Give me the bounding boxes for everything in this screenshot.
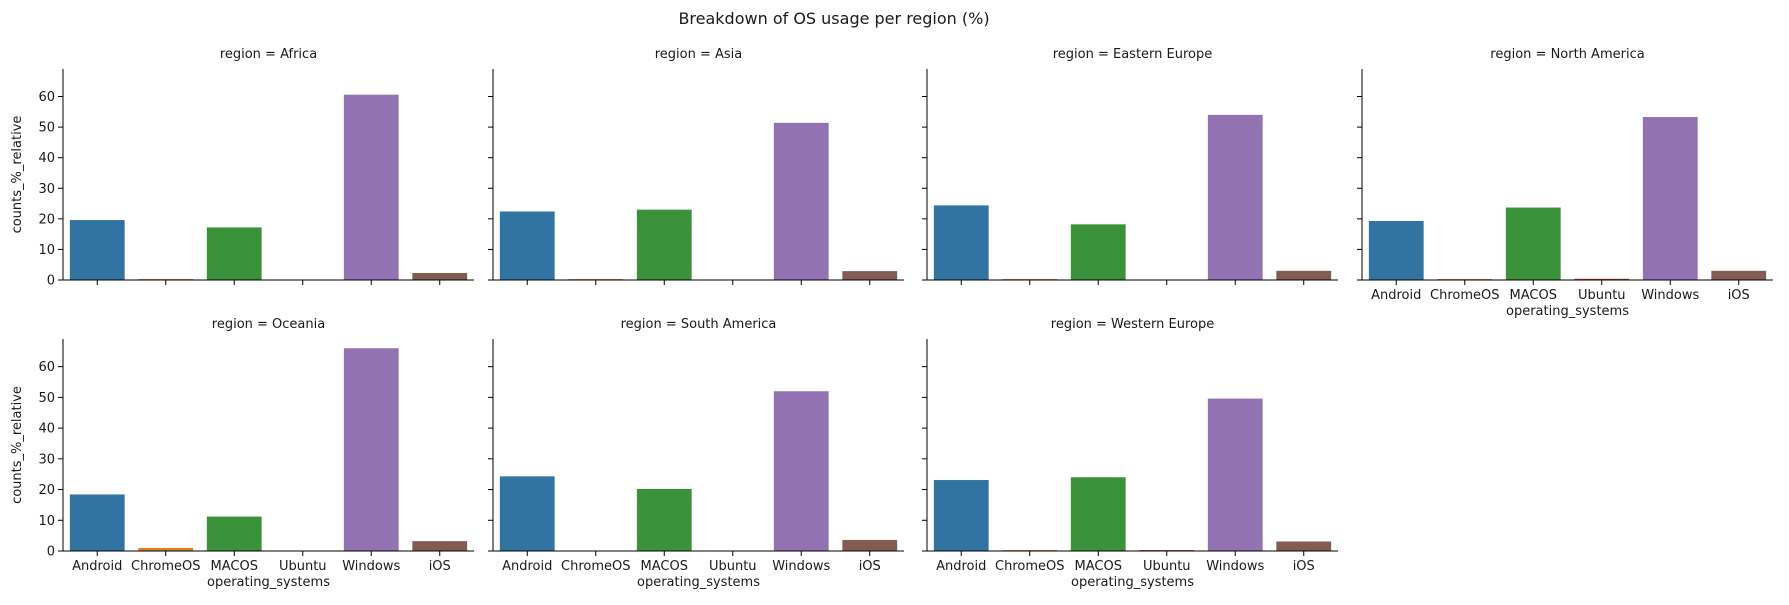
x-tick-label: Windows [1206,559,1264,574]
bar-android [499,476,555,551]
bar-ios [842,539,898,551]
facet-panel-south-america: region = South America Android ChromeOS MAC… [488,317,904,590]
x-tick-label: MACOS [641,559,688,574]
y-tick-label: 20 [38,212,55,227]
bar-ios [412,272,468,280]
bar-ios [1711,270,1767,280]
facet-title: region = Oceania [212,317,325,332]
bar-macos [206,516,262,551]
x-tick-label: ChromeOS [131,559,200,574]
facet-panels: region = Africa 0 10 20 30 40 50 60 counts_%_rel… [10,47,1773,590]
y-tick-label: 50 [38,391,55,406]
x-tick-label: Android [502,559,552,574]
x-tick-label: Ubuntu [1578,288,1626,303]
bar-android [69,494,125,551]
y-tick-label: 60 [38,360,55,375]
bar-macos [1070,477,1126,551]
x-axis-label: operating_systems [207,575,330,590]
x-tick-label: Ubuntu [709,559,757,574]
bar-windows [343,94,399,280]
x-tick-label: MACOS [211,559,258,574]
bar-windows [773,122,829,280]
y-tick-label: 30 [38,182,55,197]
x-tick-label: Windows [772,559,830,574]
chart-title: Breakdown of OS usage per region (%) [678,9,989,28]
bar-windows [1207,114,1263,281]
facet-panel-western-europe: region = Western Europe Android ChromeOS MA… [922,317,1338,590]
bar-macos [636,209,692,280]
facet-title: region = Africa [220,47,317,62]
y-tick-label: 0 [47,274,55,289]
bar-android [933,205,989,280]
facet-title: region = Asia [655,47,743,62]
x-axis-label: operating_systems [1071,575,1194,590]
x-tick-label: MACOS [1510,288,1557,303]
y-tick-label: 60 [38,90,55,105]
facet-title: region = Eastern Europe [1053,47,1213,62]
x-tick-label: iOS [1293,559,1315,574]
y-tick-label: 10 [38,514,55,529]
x-tick-label: iOS [859,559,881,574]
facet-title: region = South America [621,317,777,332]
x-tick-label: iOS [1728,288,1750,303]
bar-macos [636,488,692,551]
bar-windows [343,348,399,551]
bar-ubuntu [1574,278,1630,280]
bar-android [69,220,125,280]
x-axis-label: operating_systems [1506,304,1629,319]
facet-panel-oceania: region = Oceania 0 10 20 30 40 50 60 Android Chro… [10,317,474,590]
x-tick-label: Android [72,559,122,574]
bar-macos [1070,224,1126,280]
y-tick-label: 30 [38,452,55,467]
x-tick-label: Windows [342,559,400,574]
facet-panel-africa: region = Africa 0 10 20 30 40 50 60 counts_%_rel… [10,47,474,289]
x-tick-label: Ubuntu [1143,559,1191,574]
x-tick-label: iOS [429,559,451,574]
x-tick-label: Android [1371,288,1421,303]
y-tick-label: 40 [38,422,55,437]
x-tick-label: Android [936,559,986,574]
y-tick-label: 0 [47,545,55,560]
x-axis-label: operating_systems [637,575,760,590]
y-tick-label: 10 [38,243,55,258]
bar-macos [206,227,262,280]
bar-windows [1207,398,1263,551]
bar-ios [842,271,898,280]
x-tick-label: Ubuntu [279,559,327,574]
bar-android [499,211,555,280]
facet-panel-asia: region = Asia [488,47,904,285]
x-tick-label: Windows [1641,288,1699,303]
x-tick-label: ChromeOS [1430,288,1499,303]
bar-macos [1505,207,1561,280]
bar-android [1368,220,1424,280]
y-tick-label: 50 [38,121,55,136]
facet-title: region = North America [1490,47,1644,62]
x-tick-label: ChromeOS [995,559,1064,574]
bar-ios [412,541,468,551]
x-tick-label: ChromeOS [561,559,630,574]
x-tick-label: MACOS [1075,559,1122,574]
y-axis-label: counts_%_relative [10,386,25,504]
bar-ios [1276,541,1332,551]
bar-chromeos [138,547,194,551]
bar-ios [1276,270,1332,280]
bar-windows [773,391,829,551]
y-tick-label: 20 [38,483,55,498]
facet-panel-north-america: region = North America Android ChromeOS MAC… [1357,47,1773,319]
bar-android [933,480,989,551]
bar-windows [1642,117,1698,280]
y-axis-label: counts_%_relative [10,116,25,234]
facet-title: region = Western Europe [1051,317,1214,332]
facet-panel-eastern-europe: region = Eastern Europe [922,47,1338,285]
y-tick-label: 40 [38,151,55,166]
